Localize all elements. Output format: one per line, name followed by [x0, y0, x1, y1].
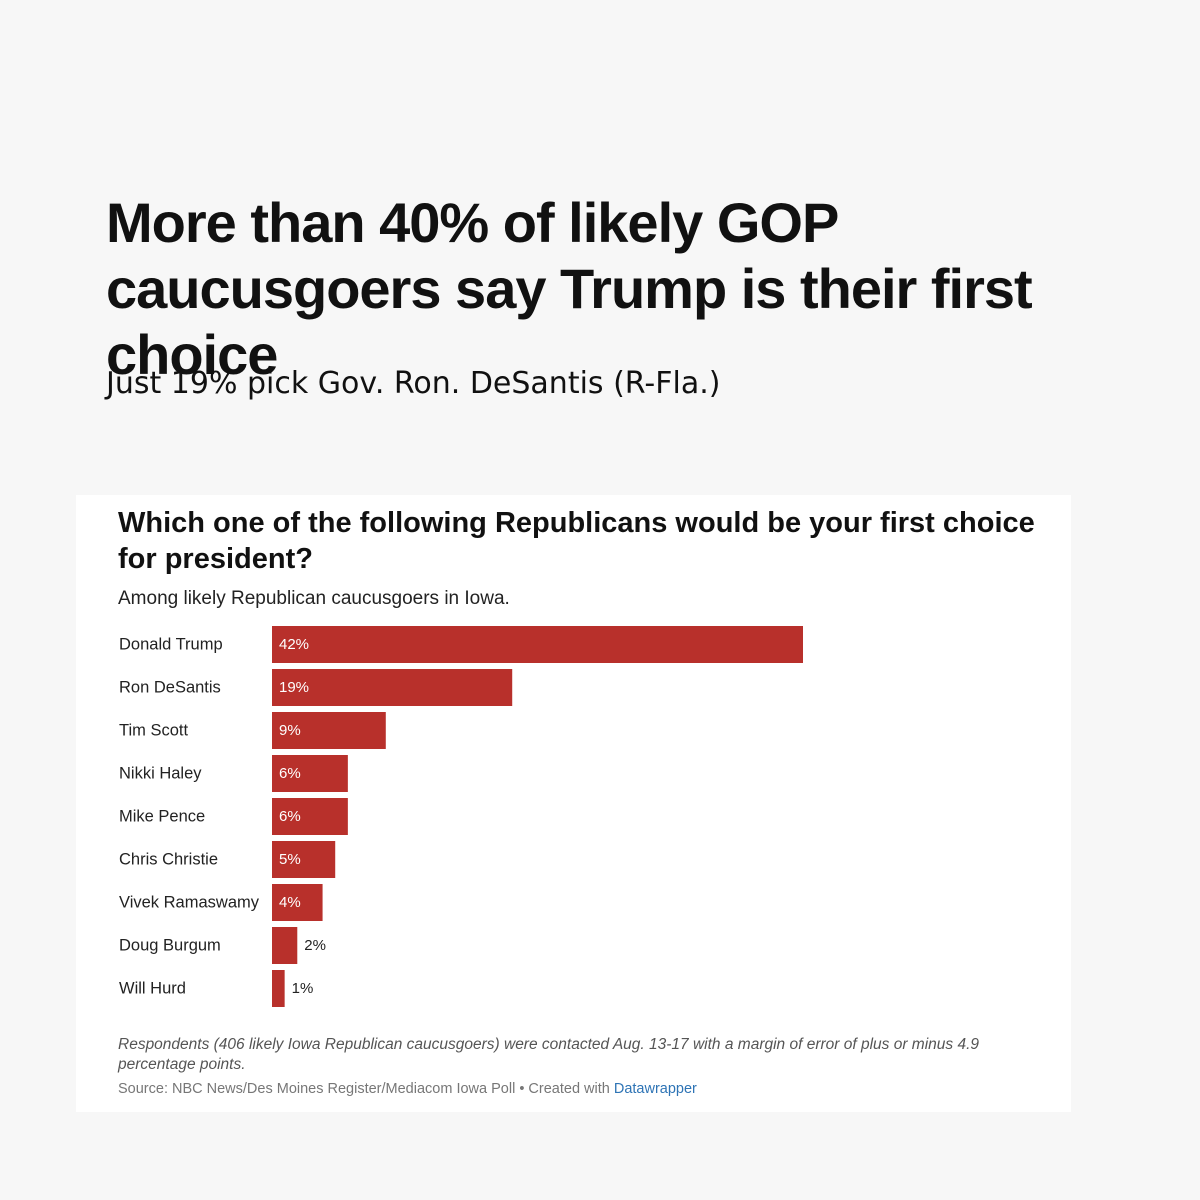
headline: More than 40% of likely GOP caucusgoers … [106, 191, 1033, 386]
value-label: 42% [279, 636, 309, 653]
datawrapper-link[interactable]: Datawrapper [613, 1081, 697, 1097]
bar [272, 712, 386, 749]
value-label: 9% [279, 722, 301, 739]
value-label: 5% [279, 851, 301, 868]
chart-notes: Respondents (406 likely Iowa Republican … [118, 1036, 979, 1073]
chart-card: Which one of the following Republicans w… [76, 495, 1071, 1112]
chart-title: Which one of the following Republicans w… [118, 507, 1035, 575]
category-label: Tim Scott [119, 722, 188, 740]
bar [272, 669, 513, 706]
bar [272, 798, 348, 835]
category-label: Donald Trump [119, 636, 223, 654]
category-label: Will Hurd [119, 980, 186, 998]
chart-subtitle: Among likely Republican caucusgoers in I… [118, 588, 510, 609]
chart-source: Source: NBC News/Des Moines Register/Med… [118, 1080, 697, 1098]
value-label: 2% [304, 937, 326, 954]
bar [272, 927, 298, 964]
value-label: 1% [292, 980, 314, 997]
category-label: Doug Burgum [119, 937, 221, 955]
bar [272, 970, 285, 1007]
bar [272, 755, 348, 792]
source-text: Source: NBC News/Des Moines Register/Med… [118, 1081, 614, 1097]
value-label: 6% [279, 765, 301, 782]
category-label: Vivek Ramaswamy [119, 894, 260, 912]
category-label: Nikki Haley [119, 765, 202, 783]
category-label: Ron DeSantis [119, 679, 221, 697]
bar [272, 626, 803, 663]
bar [272, 884, 323, 921]
value-label: 6% [279, 808, 301, 825]
category-label: Chris Christie [119, 851, 218, 869]
bar-chart: Donald Trump 42% Ron DeSantis 19% Tim Scott 9… [119, 626, 803, 1007]
bar [272, 841, 336, 878]
subheadline: Just 19% pick Gov. Ron. DeSantis (R-Fla.… [106, 366, 721, 401]
value-label: 4% [279, 894, 301, 911]
value-label: 19% [279, 679, 309, 696]
category-label: Mike Pence [119, 808, 205, 826]
